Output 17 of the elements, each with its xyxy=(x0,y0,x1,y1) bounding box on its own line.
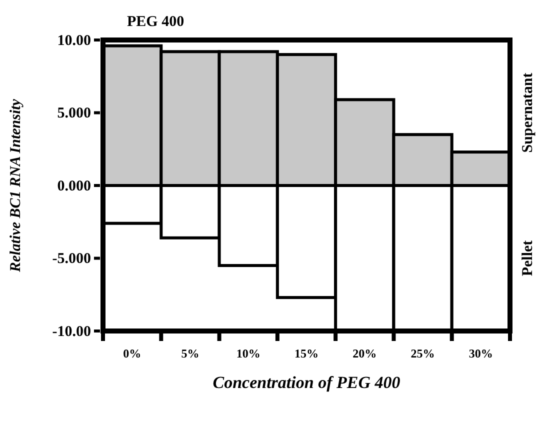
y-tick-label: 5.000 xyxy=(57,106,91,122)
x-tick-label: 30% xyxy=(468,346,493,361)
text: Supernatant xyxy=(520,72,536,153)
y-axis-title: Relative BC1 RNA Intensity xyxy=(8,98,24,273)
y-tick-label: -10.00 xyxy=(52,324,91,340)
x-tick-label: 10% xyxy=(236,346,260,361)
chart-title: PEG 400 xyxy=(127,14,184,30)
x-tick-label: 0% xyxy=(123,346,142,361)
x-tick-label: 15% xyxy=(294,346,318,361)
y-tick-label: 0.000 xyxy=(57,178,91,194)
x-tick-label: 25% xyxy=(410,346,435,361)
x-axis-title: Concentration of PEG 400 xyxy=(212,373,401,392)
y-tick-label: 10.00 xyxy=(57,32,91,49)
x-tick-label: 5% xyxy=(181,346,200,361)
y-tick-label: -5.000 xyxy=(52,251,91,268)
x-tick-label: 20% xyxy=(352,346,377,361)
text: Pellet xyxy=(520,240,536,276)
